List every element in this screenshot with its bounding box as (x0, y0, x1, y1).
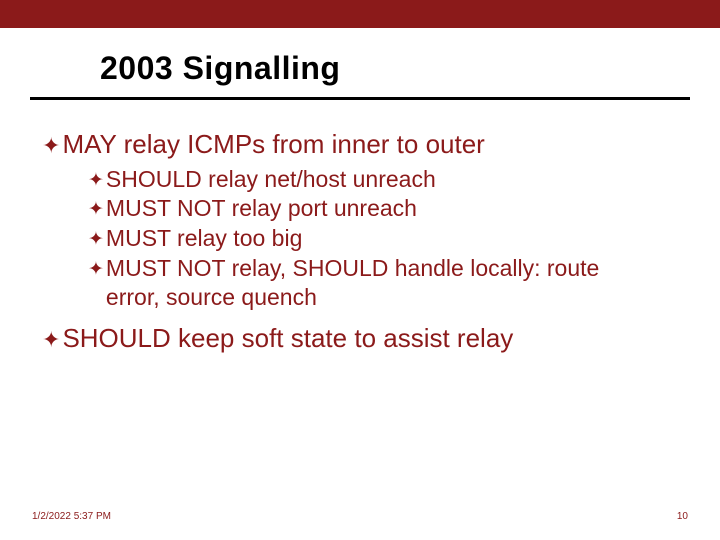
bullet-icon: ✦ (88, 198, 104, 222)
list-item-text: MUST NOT relay, SHOULD handle locally: r… (106, 254, 626, 312)
footer-timestamp: 1/2/2022 5:37 PM (32, 511, 111, 522)
slide-content: ✦ MAY relay ICMPs from inner to outer ✦ … (0, 100, 720, 355)
title-area: 2003 Signalling (0, 28, 720, 91)
slide-footer: 1/2/2022 5:37 PM 10 (0, 511, 720, 522)
bullet-icon: ✦ (42, 326, 60, 354)
bullet-icon: ✦ (88, 169, 104, 193)
footer-page-number: 10 (677, 511, 688, 522)
top-accent-bar (0, 0, 720, 28)
list-item-text: MUST relay too big (106, 224, 302, 253)
spacer (42, 312, 678, 322)
list-item-text: MUST NOT relay port unreach (106, 194, 417, 223)
list-item: ✦ MAY relay ICMPs from inner to outer (42, 128, 678, 161)
bullet-icon: ✦ (88, 228, 104, 252)
list-item: ✦ SHOULD keep soft state to assist relay (42, 322, 678, 355)
bullet-icon: ✦ (88, 258, 104, 282)
list-item-text: SHOULD relay net/host unreach (106, 165, 436, 194)
list-item: ✦ MUST NOT relay port unreach (88, 194, 678, 223)
list-item-text: MAY relay ICMPs from inner to outer (62, 128, 484, 161)
list-item: ✦ MUST NOT relay, SHOULD handle locally:… (88, 254, 678, 312)
bullet-icon: ✦ (42, 132, 60, 160)
slide-title: 2003 Signalling (100, 50, 720, 87)
list-item: ✦ SHOULD relay net/host unreach (88, 165, 678, 194)
list-item: ✦ MUST relay too big (88, 224, 678, 253)
list-item-text: SHOULD keep soft state to assist relay (62, 322, 513, 355)
